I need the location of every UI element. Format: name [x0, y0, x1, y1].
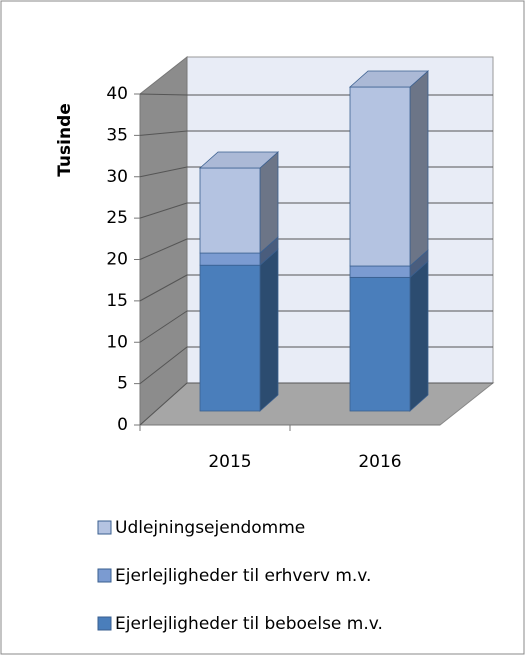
bar: [199, 252, 261, 266]
grid-line: [139, 130, 188, 136]
y-tick-label: 10: [106, 332, 128, 352]
y-axis-label: Tusinde: [55, 103, 75, 177]
bar: [349, 265, 411, 278]
bar-top: [348, 70, 430, 88]
bar-top: [198, 151, 280, 169]
bar: [199, 167, 261, 254]
grid-line: [139, 166, 188, 178]
y-tick-label: 0: [117, 415, 128, 435]
legend-swatch: [97, 616, 112, 631]
grid-line: [139, 346, 188, 385]
grid-line: [139, 238, 188, 260]
legend-swatch: [97, 568, 112, 583]
legend-label: Udlejningsejendomme: [115, 518, 305, 538]
legend-label: Ejerlejligheder til erhverv m.v.: [115, 566, 371, 586]
bar-side: [259, 151, 279, 254]
bar-side: [409, 70, 429, 267]
grid-line: [139, 202, 188, 219]
bar: [349, 86, 411, 267]
bar-side: [259, 248, 279, 412]
x-tick-label: 2016: [358, 452, 401, 472]
floor: [138, 382, 495, 426]
grid-line: [139, 274, 188, 302]
x-tick-label: 2015: [208, 452, 251, 472]
y-tick-label: 35: [106, 125, 128, 145]
y-tick-label: 5: [117, 374, 128, 394]
bar-side: [409, 260, 429, 412]
legend-label: Ejerlejligheder til beboelse m.v.: [115, 614, 383, 634]
legend-swatch: [97, 520, 112, 535]
bar: [349, 276, 411, 412]
y-tick-label: 40: [106, 84, 128, 104]
y-tick-label: 25: [106, 208, 128, 228]
side-wall: [139, 55, 188, 427]
y-tick-label: 15: [106, 291, 128, 311]
grid-line: [139, 382, 188, 426]
bar: [199, 264, 261, 412]
y-tick-label: 20: [106, 250, 128, 270]
y-tick-label: 30: [106, 167, 128, 187]
grid-line: [139, 93, 188, 96]
grid-line: [139, 310, 188, 343]
